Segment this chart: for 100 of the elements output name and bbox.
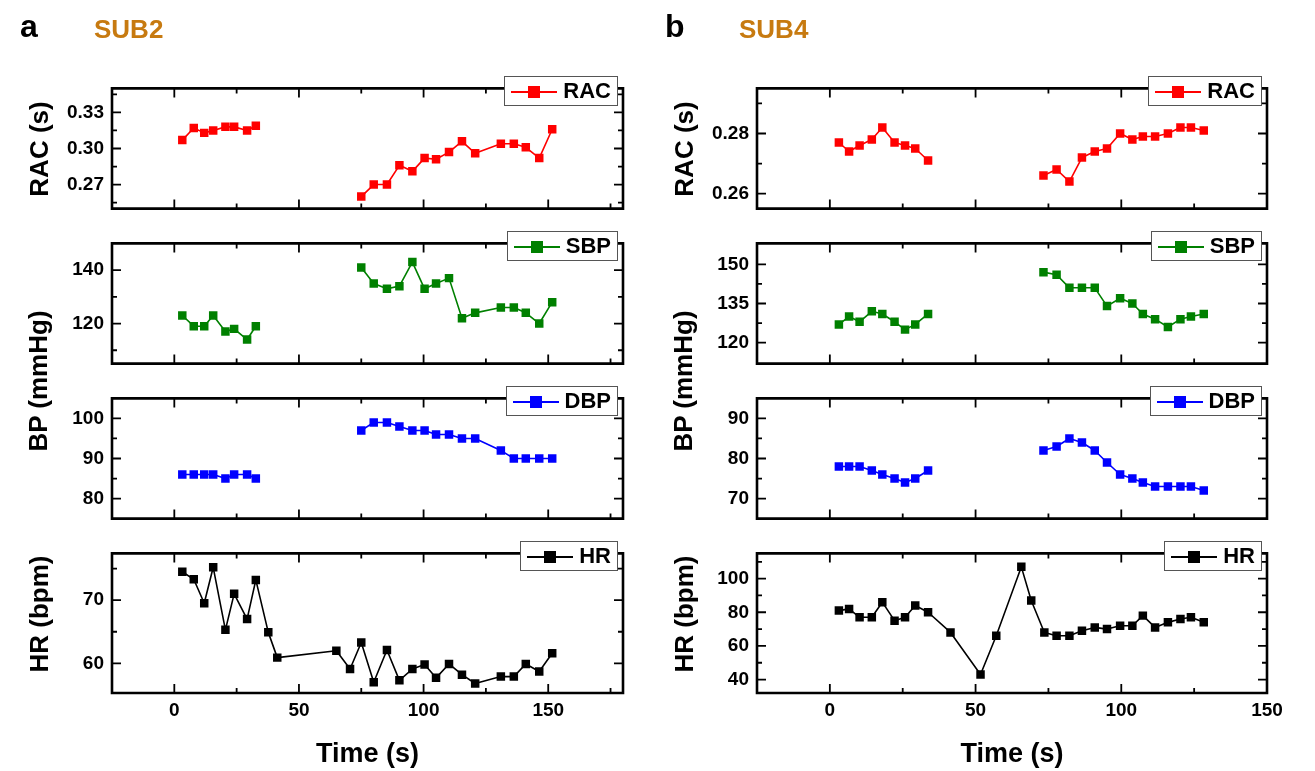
y-tick-label: 120 [72, 311, 104, 333]
point [911, 320, 920, 329]
point [867, 466, 877, 475]
y-tick-label: 135 [717, 291, 750, 313]
point [251, 474, 261, 483]
point [420, 660, 429, 669]
point [1186, 312, 1196, 321]
point [1176, 614, 1185, 624]
point [457, 434, 467, 443]
point [1199, 126, 1208, 135]
point [900, 325, 910, 334]
point [357, 426, 366, 435]
point [1090, 446, 1100, 455]
x-axis-title: Time (s) [960, 738, 1064, 769]
point [867, 613, 877, 622]
text: a [20, 8, 38, 45]
point [420, 284, 429, 294]
point [844, 462, 854, 471]
point [221, 474, 230, 483]
point [1090, 623, 1100, 632]
point [273, 653, 282, 662]
y-tick-label: 80 [82, 486, 104, 508]
point [878, 470, 887, 479]
point [178, 135, 187, 145]
legend-label: HR [579, 543, 611, 568]
point [178, 470, 187, 479]
y-tick-label: 90 [82, 446, 104, 468]
y-tick-label: 100 [72, 406, 104, 428]
point [208, 470, 218, 479]
x-tick-label: 150 [1251, 698, 1283, 720]
y-tick-label: 90 [727, 406, 749, 428]
point [890, 138, 899, 147]
text: b [665, 8, 685, 45]
y-tick-label: 80 [727, 600, 749, 622]
point [1128, 299, 1137, 308]
point [189, 470, 198, 479]
y-axis-title: BP (mmHg) [668, 309, 698, 454]
point [1128, 474, 1137, 483]
point [1017, 562, 1026, 572]
point [900, 613, 910, 622]
point [1039, 446, 1048, 455]
point [444, 430, 454, 439]
point [1163, 129, 1173, 138]
point [923, 466, 933, 475]
point [1163, 482, 1173, 491]
point [357, 263, 366, 272]
point [855, 141, 864, 150]
point [535, 319, 544, 328]
point [420, 426, 429, 435]
point [242, 126, 252, 135]
x-tick-label: 0 [824, 698, 836, 720]
point [911, 601, 920, 610]
y-tick-label: 0.33 [67, 100, 104, 122]
point [1102, 144, 1112, 153]
point [251, 121, 261, 130]
point [408, 426, 417, 435]
x-tick-label: 0 [169, 698, 180, 720]
point [1052, 631, 1061, 641]
x-tick-label: 100 [407, 698, 440, 720]
point [923, 608, 933, 617]
y-tick-label: 40 [727, 667, 749, 689]
point [470, 434, 480, 443]
point [1128, 135, 1137, 144]
point [408, 167, 417, 176]
x-tick-label: 150 [532, 698, 565, 720]
point [208, 563, 218, 572]
y-tick-label: 80 [727, 446, 749, 468]
point [357, 638, 366, 647]
point [420, 153, 429, 163]
point [509, 672, 519, 681]
point [496, 446, 506, 455]
point [1138, 478, 1148, 487]
point [264, 628, 273, 637]
point [867, 135, 877, 144]
point [509, 454, 519, 463]
point [369, 418, 378, 427]
point [242, 335, 252, 344]
point [855, 462, 864, 471]
point [923, 156, 933, 165]
y-axis-title: HR (bpm) [23, 554, 53, 674]
chart-title: SUB4 [739, 14, 809, 45]
y-tick-label: 60 [727, 634, 749, 656]
point [357, 192, 366, 201]
point [890, 474, 899, 483]
point [382, 180, 392, 189]
y-tick-label: 70 [82, 588, 104, 610]
point [834, 138, 844, 147]
point [878, 123, 887, 132]
legend-label: DBP [564, 388, 611, 413]
point [509, 139, 519, 148]
point [547, 454, 557, 463]
point [242, 470, 252, 479]
point [408, 257, 417, 267]
point [1186, 123, 1196, 132]
point [1199, 486, 1208, 495]
point [535, 454, 544, 463]
x-tick-label: 50 [965, 698, 987, 720]
y-tick-label: 120 [717, 330, 749, 352]
point [1199, 618, 1208, 627]
point [911, 474, 920, 483]
